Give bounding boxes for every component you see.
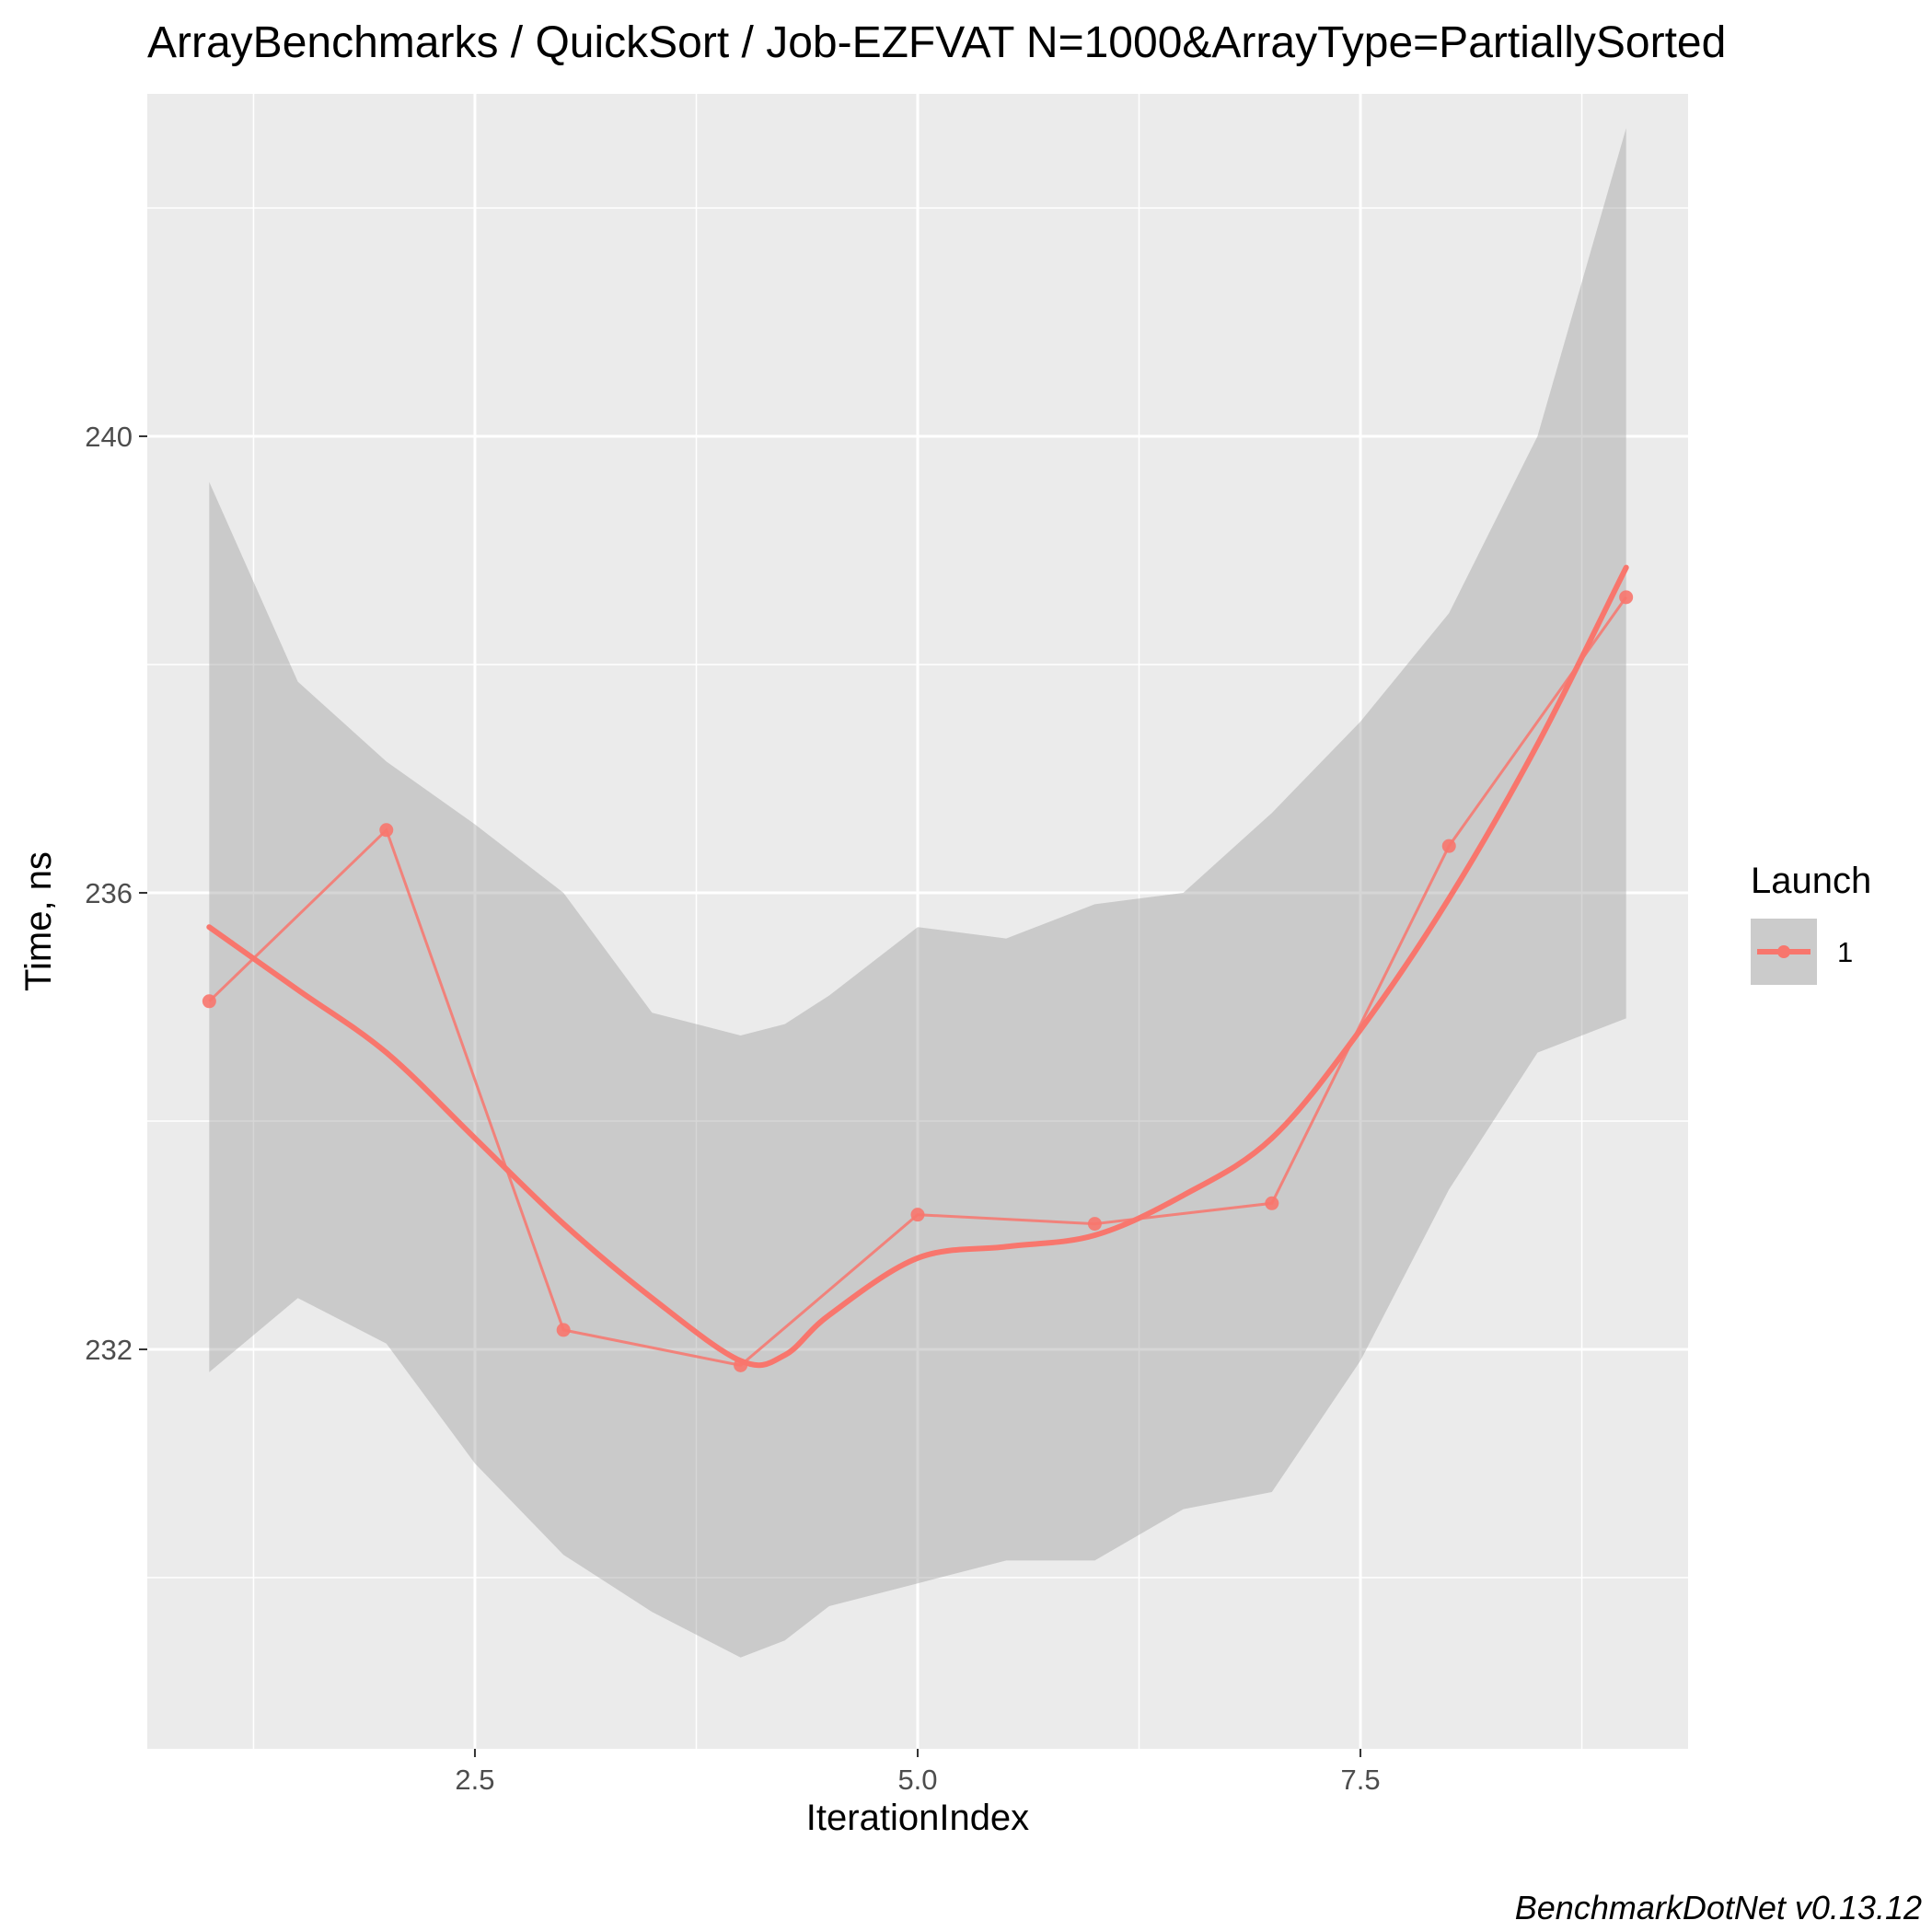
point-9 <box>1619 590 1634 605</box>
point-1 <box>202 994 216 1009</box>
x-tick-label-2: 7.5 <box>1340 1764 1380 1796</box>
grid-major <box>147 94 1688 1749</box>
legend: Launch 1 <box>1751 861 1871 985</box>
point-6 <box>1087 1217 1102 1232</box>
caption: BenchmarkDotNet v0.13.12 <box>1515 1889 1922 1926</box>
point-4 <box>734 1358 748 1372</box>
y-axis: 232 236 240 <box>85 421 147 1366</box>
smooth-layer <box>206 564 1629 1369</box>
chart-title: ArrayBenchmarks / QuickSort / Job-EZFVAT… <box>147 18 1726 67</box>
point-7 <box>1265 1196 1279 1210</box>
legend-label: 1 <box>1837 936 1853 968</box>
confidence-band <box>209 128 1626 1658</box>
y-tick-label-1: 236 <box>85 877 133 909</box>
point-2 <box>379 823 394 838</box>
point-8 <box>1441 839 1456 853</box>
x-axis: 2.5 5.0 7.5 <box>455 1749 1381 1796</box>
legend-title: Launch <box>1751 861 1871 901</box>
y-tick-label-0: 232 <box>85 1334 133 1366</box>
x-axis-title: IterationIndex <box>806 1798 1029 1838</box>
y-axis-title: Time, ns <box>18 851 59 991</box>
y-tick-label-2: 240 <box>85 421 133 453</box>
x-tick-label-1: 5.0 <box>897 1764 937 1796</box>
legend-key-point <box>1777 945 1790 958</box>
x-tick-label-0: 2.5 <box>455 1764 494 1796</box>
points-layer <box>202 590 1634 1372</box>
smooth-line-1 <box>206 564 1629 1369</box>
point-5 <box>910 1208 925 1222</box>
point-3 <box>556 1323 571 1337</box>
confidence-ribbon <box>209 128 1626 1658</box>
